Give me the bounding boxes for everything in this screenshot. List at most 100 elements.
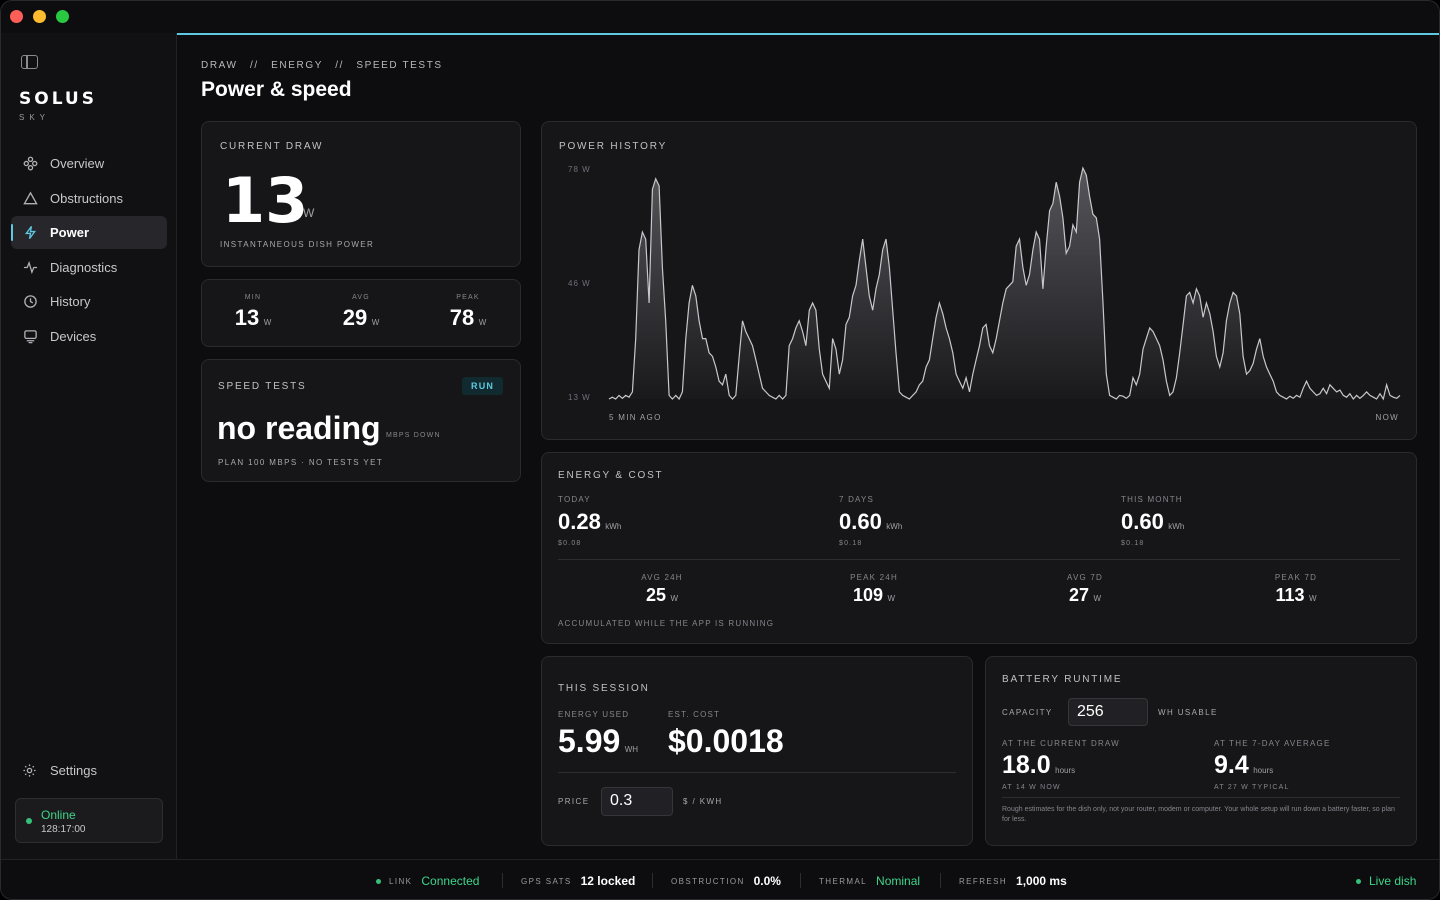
breadcrumb-separator: // xyxy=(249,60,259,71)
peak-24h-label: PEAK 24H xyxy=(850,573,898,582)
breadcrumb-item[interactable]: SPEED TESTS xyxy=(356,60,443,71)
battery-note: Rough estimates for the dish only, not y… xyxy=(1002,806,1395,823)
energy-today-cost: $0.08 xyxy=(558,540,582,547)
avg-label: AVG xyxy=(352,294,370,301)
triangle-icon xyxy=(22,190,38,206)
est-cost-label: EST. COST xyxy=(668,710,721,719)
avg-runtime-label: AT THE 7-DAY AVERAGE xyxy=(1214,739,1331,748)
sidebar-item-label: History xyxy=(50,294,91,309)
session-label: THIS SESSION xyxy=(558,683,650,694)
sidebar-item-diagnostics[interactable]: Diagnostics xyxy=(11,251,167,284)
x-start-label: 5 MIN AGO xyxy=(609,413,662,422)
sidebar-item-label: Power xyxy=(50,225,90,240)
peak-24h-value: 109 xyxy=(852,585,884,605)
speed-value: no reading xyxy=(217,410,381,446)
avg-24h-value: 25 xyxy=(645,585,666,605)
speed-caption: PLAN 100 MBPS · NO TESTS YET xyxy=(218,458,384,467)
run-speed-test-button[interactable]: RUN xyxy=(462,377,504,395)
sidebar-item-overview[interactable]: Overview xyxy=(11,147,167,180)
live-dot-icon xyxy=(1356,878,1361,884)
obstruction-label: OBSTRUCTION xyxy=(671,876,745,886)
sidebar-item-label: Obstructions xyxy=(50,190,123,206)
price-label: PRICE xyxy=(558,797,590,806)
divider xyxy=(1002,797,1400,798)
brand-logo: SOLUS xyxy=(19,89,97,109)
peak-24h-unit: W xyxy=(887,594,896,603)
breadcrumb: DRAW // ENERGY // SPEED TESTS xyxy=(201,60,443,71)
current-draw-runtime-value: 18.0 xyxy=(1002,751,1051,779)
sidebar-nav: Overview Obstructions Power Diagnostics … xyxy=(11,147,167,354)
session-card: THIS SESSION ENERGY USED 5.99 WH EST. CO… xyxy=(541,656,973,846)
energy-caption: ACCUMULATED WHILE THE APP IS RUNNING xyxy=(558,619,775,628)
sidebar-toggle-icon[interactable] xyxy=(21,55,38,69)
refresh-status: REFRESH 1,000 ms xyxy=(959,874,1067,888)
peak-value: 78 xyxy=(449,305,475,330)
energy-month-cost: $0.18 xyxy=(1121,540,1145,547)
energy-today-label: TODAY xyxy=(558,495,591,504)
avg-value: 29 xyxy=(342,305,368,330)
battery-runtime-card: BATTERY RUNTIME CAPACITY 256 WH USABLE A… xyxy=(985,656,1417,846)
current-draw-runtime-sub: AT 14 W NOW xyxy=(1002,784,1061,791)
minimize-window-button[interactable] xyxy=(33,10,46,23)
energy-7days-cost: $0.18 xyxy=(839,540,863,547)
link-label: LINK xyxy=(389,876,413,886)
divider xyxy=(940,873,941,888)
thermal-status: THERMAL Nominal xyxy=(819,874,920,888)
connection-status: Online 128:17:00 xyxy=(15,798,163,843)
energy-month-value: 0.60 xyxy=(1121,509,1164,534)
overview-icon xyxy=(22,156,38,172)
peak-24h-stat: PEAK 24H 109 W xyxy=(824,573,924,606)
live-dish-label: Live dish xyxy=(1369,874,1417,888)
avg-7d-label: AVG 7D xyxy=(1067,573,1103,582)
peak-unit: W xyxy=(478,318,487,327)
energy-month-label: THIS MONTH xyxy=(1121,495,1183,504)
gps-label: GPS SATS xyxy=(521,876,572,886)
peak-7d-unit: W xyxy=(1308,594,1317,603)
live-dish-status[interactable]: Live dish xyxy=(1356,874,1416,888)
gps-value: 12 locked xyxy=(580,874,636,888)
divider xyxy=(502,873,503,888)
sidebar-item-devices[interactable]: Devices xyxy=(11,320,167,353)
energy-7days: 7 DAYS 0.60 kWh $0.18 xyxy=(839,495,902,547)
energy-today-unit: kWh xyxy=(605,522,622,531)
divider xyxy=(558,559,1400,560)
sidebar-item-history[interactable]: History xyxy=(11,285,167,318)
peak-7d-stat: PEAK 7D 113 W xyxy=(1246,573,1346,606)
close-window-button[interactable] xyxy=(10,10,23,23)
sidebar-item-label: Overview xyxy=(50,156,105,171)
chart-title: POWER HISTORY xyxy=(559,141,668,152)
speed-tests-label: SPEED TESTS xyxy=(218,381,307,392)
avg-stat: AVG 29 W xyxy=(326,294,396,331)
power-history-card: POWER HISTORY 78 W 46 W 13 W 5 MIN AGO N… xyxy=(541,121,1417,440)
breadcrumb-item[interactable]: ENERGY xyxy=(271,60,323,71)
est-cost-value: $0.0018 xyxy=(668,723,784,759)
energy-used-value: 5.99 xyxy=(558,723,621,759)
energy-7days-label: 7 DAYS xyxy=(839,495,875,504)
capacity-label: CAPACITY xyxy=(1002,708,1053,717)
battery-label: BATTERY RUNTIME xyxy=(1002,674,1123,685)
status-label: Online xyxy=(41,808,76,822)
obstruction-value: 0.0% xyxy=(753,874,781,888)
breadcrumb-item[interactable]: DRAW xyxy=(201,60,238,71)
speed-tests-card: SPEED TESTS RUN no reading MBPS DOWN PLA… xyxy=(201,359,521,482)
settings-label: Settings xyxy=(50,763,97,778)
min-unit: W xyxy=(263,318,272,327)
current-draw-card: CURRENT DRAW 13 W INSTANTANEOUS DISH POW… xyxy=(201,121,521,267)
avg-7d-stat: AVG 7D 27 W xyxy=(1035,573,1135,606)
zoom-window-button[interactable] xyxy=(56,10,69,23)
sidebar-item-obstructions[interactable]: Obstructions xyxy=(11,182,167,215)
price-input[interactable]: 0.3 xyxy=(601,787,673,816)
titlebar xyxy=(1,1,1439,33)
price-unit: $ / KWH xyxy=(683,797,723,806)
capacity-input[interactable]: 256 xyxy=(1068,698,1148,726)
current-draw-unit: W xyxy=(303,206,315,220)
breadcrumb-separator: // xyxy=(335,60,344,71)
energy-today-value: 0.28 xyxy=(558,509,601,534)
y-tick-label: 13 W xyxy=(568,393,591,402)
sidebar-item-settings[interactable]: Settings xyxy=(22,763,97,778)
energy-7days-value: 0.60 xyxy=(839,509,882,534)
energy-cost-label: ENERGY & COST xyxy=(558,470,664,481)
sidebar-item-power[interactable]: Power xyxy=(11,216,167,249)
brand-subtitle: SKY xyxy=(19,113,51,122)
